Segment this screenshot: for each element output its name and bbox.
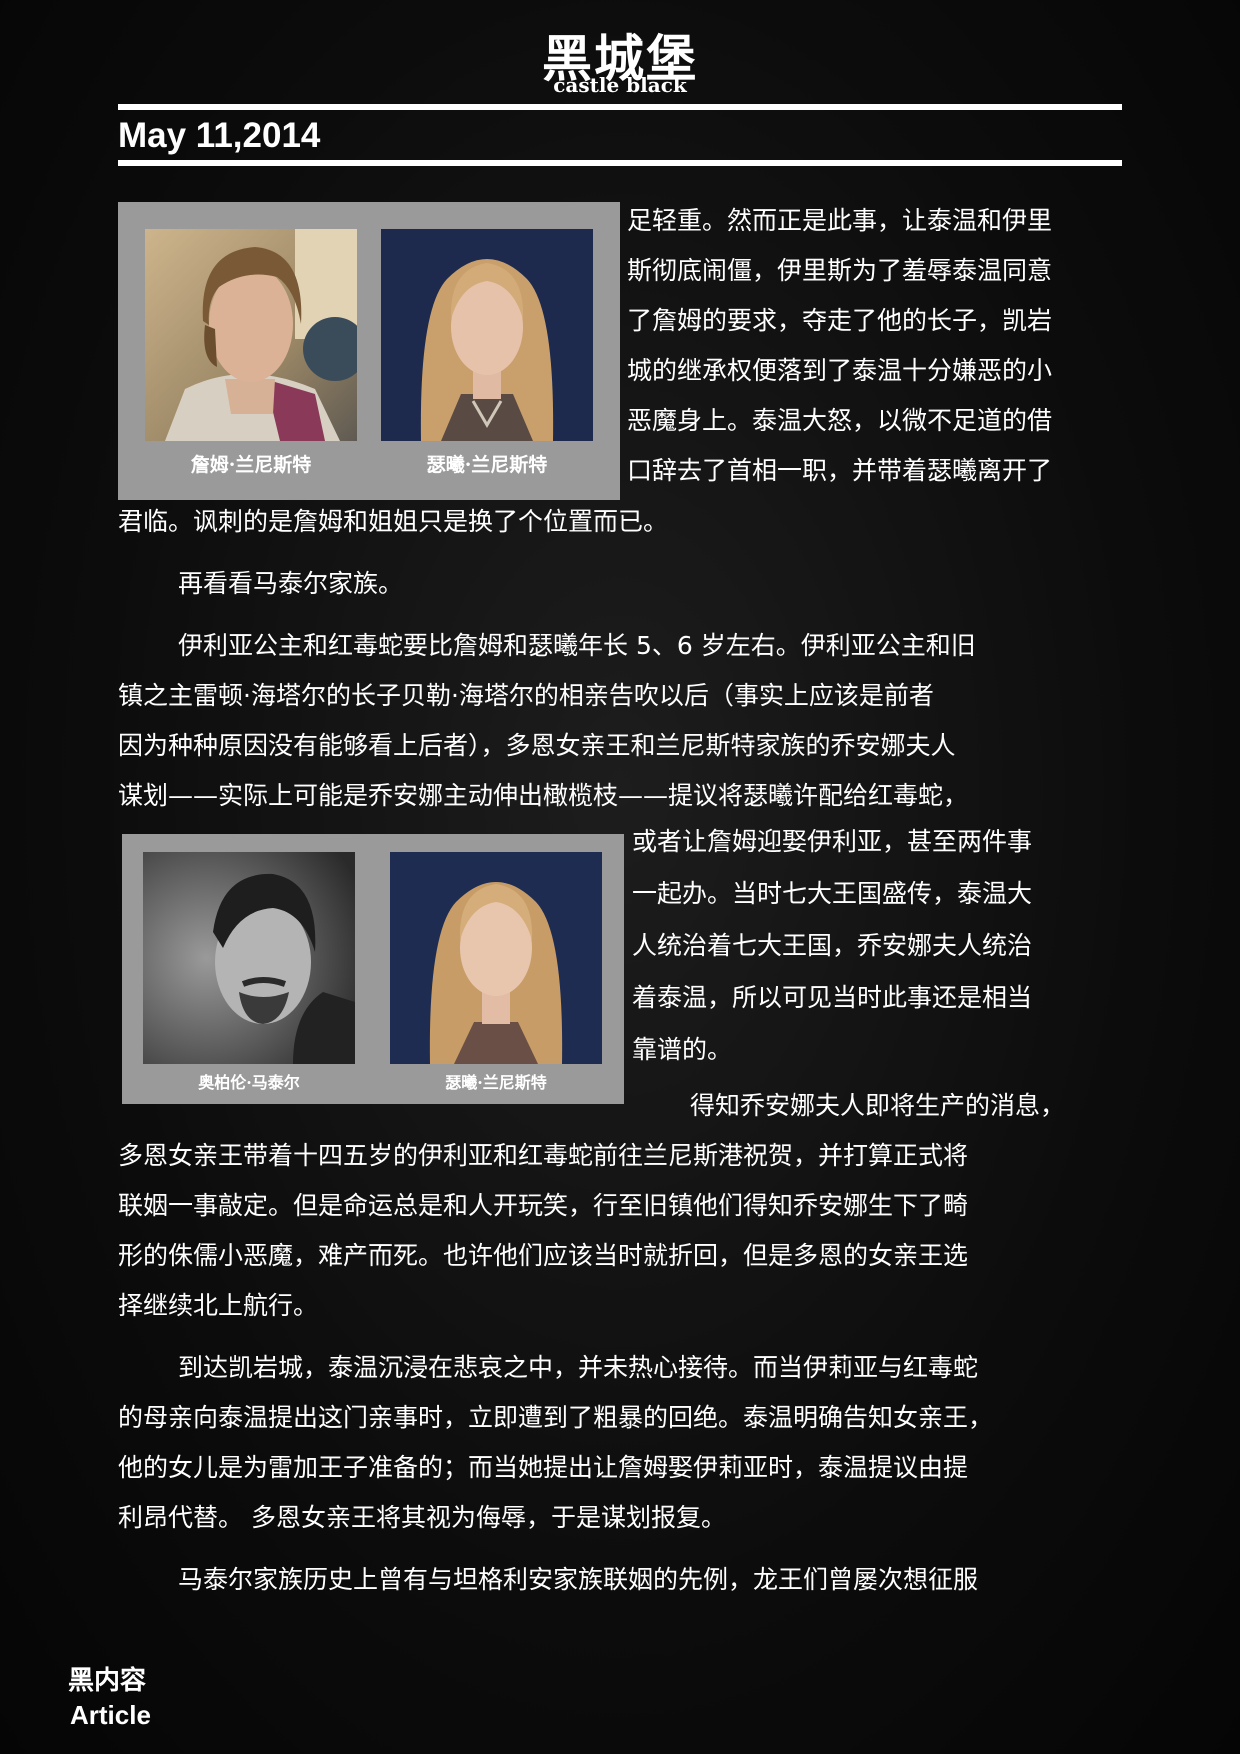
text-line: 多恩女亲王带着十四五岁的伊利亚和红毒蛇前往兰尼斯港祝贺，并打算正式将: [118, 1141, 969, 1170]
text-line: 联姻一事敲定。但是命运总是和人开玩笑，行至旧镇他们得知乔安娜生下了畸: [118, 1191, 969, 1220]
text-line: 城的继承权便落到了泰温十分嫌恶的小: [627, 356, 1053, 385]
text-line: 君临。讽刺的是詹姆和姐姐只是换了个位置而已。: [118, 507, 669, 536]
masthead: 黑城堡 castle black: [0, 29, 1240, 97]
caption-cersei: 瑟曦·兰尼斯特: [426, 454, 548, 476]
text-line: 人统治着七大王国，乔安娜夫人统治: [632, 931, 1033, 960]
top-rule: [118, 104, 1122, 110]
text-line: 足轻重。然而正是此事，让泰温和伊里: [627, 206, 1053, 235]
footer-section-en: Article: [70, 1700, 151, 1730]
masthead-subtitle: castle black: [553, 73, 687, 97]
oberyn-portrait: [143, 852, 355, 1064]
text-line: 的母亲向泰温提出这门亲事时，立即遭到了粗暴的回绝。泰温明确告知女亲王，: [118, 1403, 994, 1432]
text-line: 着泰温，所以可见当时此事还是相当: [632, 983, 1033, 1012]
text-line: 恶魔身上。泰温大怒，以微不足道的借: [627, 406, 1053, 435]
text-line: 或者让詹姆迎娶伊利亚，甚至两件事: [632, 827, 1033, 856]
cersei-portrait-2: [390, 852, 602, 1064]
text-line: 得知乔安娜夫人即将生产的消息，: [690, 1091, 1066, 1120]
text-line: 择继续北上航行。: [118, 1291, 319, 1320]
bottom-rule: [118, 160, 1122, 166]
text-line: 镇之主雷顿·海塔尔的长子贝勒·海塔尔的相亲告吹以后（事实上应该是前者: [118, 681, 934, 710]
text-line: 口辞去了首相一职，并带着瑟曦离开了: [627, 456, 1053, 485]
caption-jaime: 詹姆·兰尼斯特: [190, 454, 312, 476]
text-line: 谋划——实际上可能是乔安娜主动伸出橄榄枝——提议将瑟曦许配给红毒蛇，: [118, 781, 969, 810]
text-line: 利昂代替。 多恩女亲王将其视为侮辱，于是谋划报复。: [118, 1503, 726, 1532]
text-line: 到达凯岩城，泰温沉浸在悲哀之中，并未热心接待。而当伊莉亚与红毒蛇: [178, 1353, 979, 1382]
photo-figure-2: 奥柏伦·马泰尔 瑟曦·兰尼斯特: [122, 834, 624, 1104]
text-line: 再看看马泰尔家族。: [178, 569, 404, 598]
cersei-portrait: [381, 229, 593, 441]
text-line: 他的女儿是为雷加王子准备的；而当她提出让詹姆娶伊莉亚时，泰温提议由提: [118, 1453, 969, 1482]
masthead-title: 黑城堡: [542, 29, 698, 88]
caption-cersei-2: 瑟曦·兰尼斯特: [445, 1073, 547, 1092]
footer-section-zh: 黑内容: [68, 1666, 147, 1696]
caption-oberyn: 奥柏伦·马泰尔: [198, 1073, 300, 1092]
text-line: 伊利亚公主和红毒蛇要比詹姆和瑟曦年长 5、6 岁左右。伊利亚公主和旧: [178, 631, 976, 660]
text-line: 马泰尔家族历史上曾有与坦格利安家族联姻的先例，龙王们曾屡次想征服: [178, 1565, 979, 1594]
text-line: 形的侏儒小恶魔，难产而死。也许他们应该当时就折回，但是多恩的女亲王选: [118, 1241, 969, 1270]
text-line: 斯彻底闹僵，伊里斯为了羞辱泰温同意: [627, 256, 1053, 285]
photo-figure-1: 詹姆·兰尼斯特 瑟曦·兰尼斯特: [118, 202, 620, 500]
issue-date: May 11,2014: [118, 116, 321, 155]
jaime-portrait: [145, 229, 357, 441]
text-line: 靠谱的。: [632, 1035, 733, 1064]
text-line: 因为种种原因没有能够看上后者），多恩女亲王和兰尼斯特家族的乔安娜夫人: [118, 731, 956, 760]
text-line: 一起办。当时七大王国盛传，泰温大: [632, 879, 1033, 908]
text-line: 了詹姆的要求，夺走了他的长子，凯岩: [627, 306, 1053, 335]
